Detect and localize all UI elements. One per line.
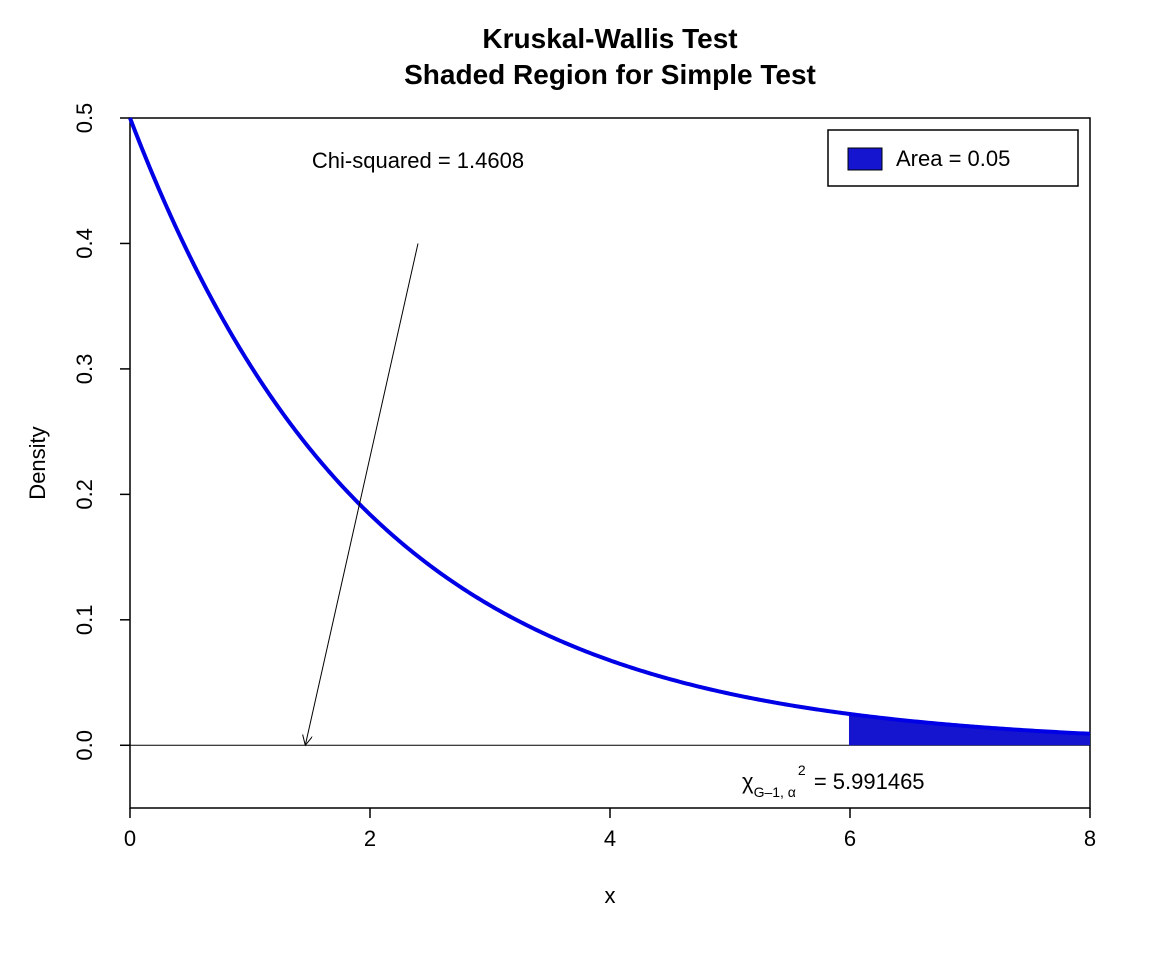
x-tick-label: 2 <box>364 826 376 851</box>
chart-title-line1: Kruskal-Wallis Test <box>482 23 737 54</box>
chart-title-line2: Shaded Region for Simple Test <box>404 59 816 90</box>
chart-container: Kruskal-Wallis Test Shaded Region for Sim… <box>0 0 1152 960</box>
x-tick-label: 6 <box>844 826 856 851</box>
chart-svg: Kruskal-Wallis Test Shaded Region for Sim… <box>0 0 1152 960</box>
legend: Area = 0.05 <box>828 130 1078 186</box>
y-tick-label: 0.3 <box>72 354 97 385</box>
y-tick-label: 0.5 <box>72 103 97 134</box>
legend-text: Area = 0.05 <box>896 146 1010 171</box>
x-tick-label: 4 <box>604 826 616 851</box>
y-tick-label: 0.2 <box>72 479 97 510</box>
x-tick-label: 8 <box>1084 826 1096 851</box>
y-tick-label: 0.4 <box>72 228 97 259</box>
y-tick-label: 0.0 <box>72 730 97 761</box>
x-axis-label: x <box>605 883 616 908</box>
chi-squared-annotation: Chi-squared = 1.4608 <box>312 148 524 173</box>
legend-swatch <box>848 148 882 170</box>
y-tick-label: 0.1 <box>72 605 97 636</box>
x-tick-label: 0 <box>124 826 136 851</box>
y-axis-label: Density <box>25 426 50 499</box>
